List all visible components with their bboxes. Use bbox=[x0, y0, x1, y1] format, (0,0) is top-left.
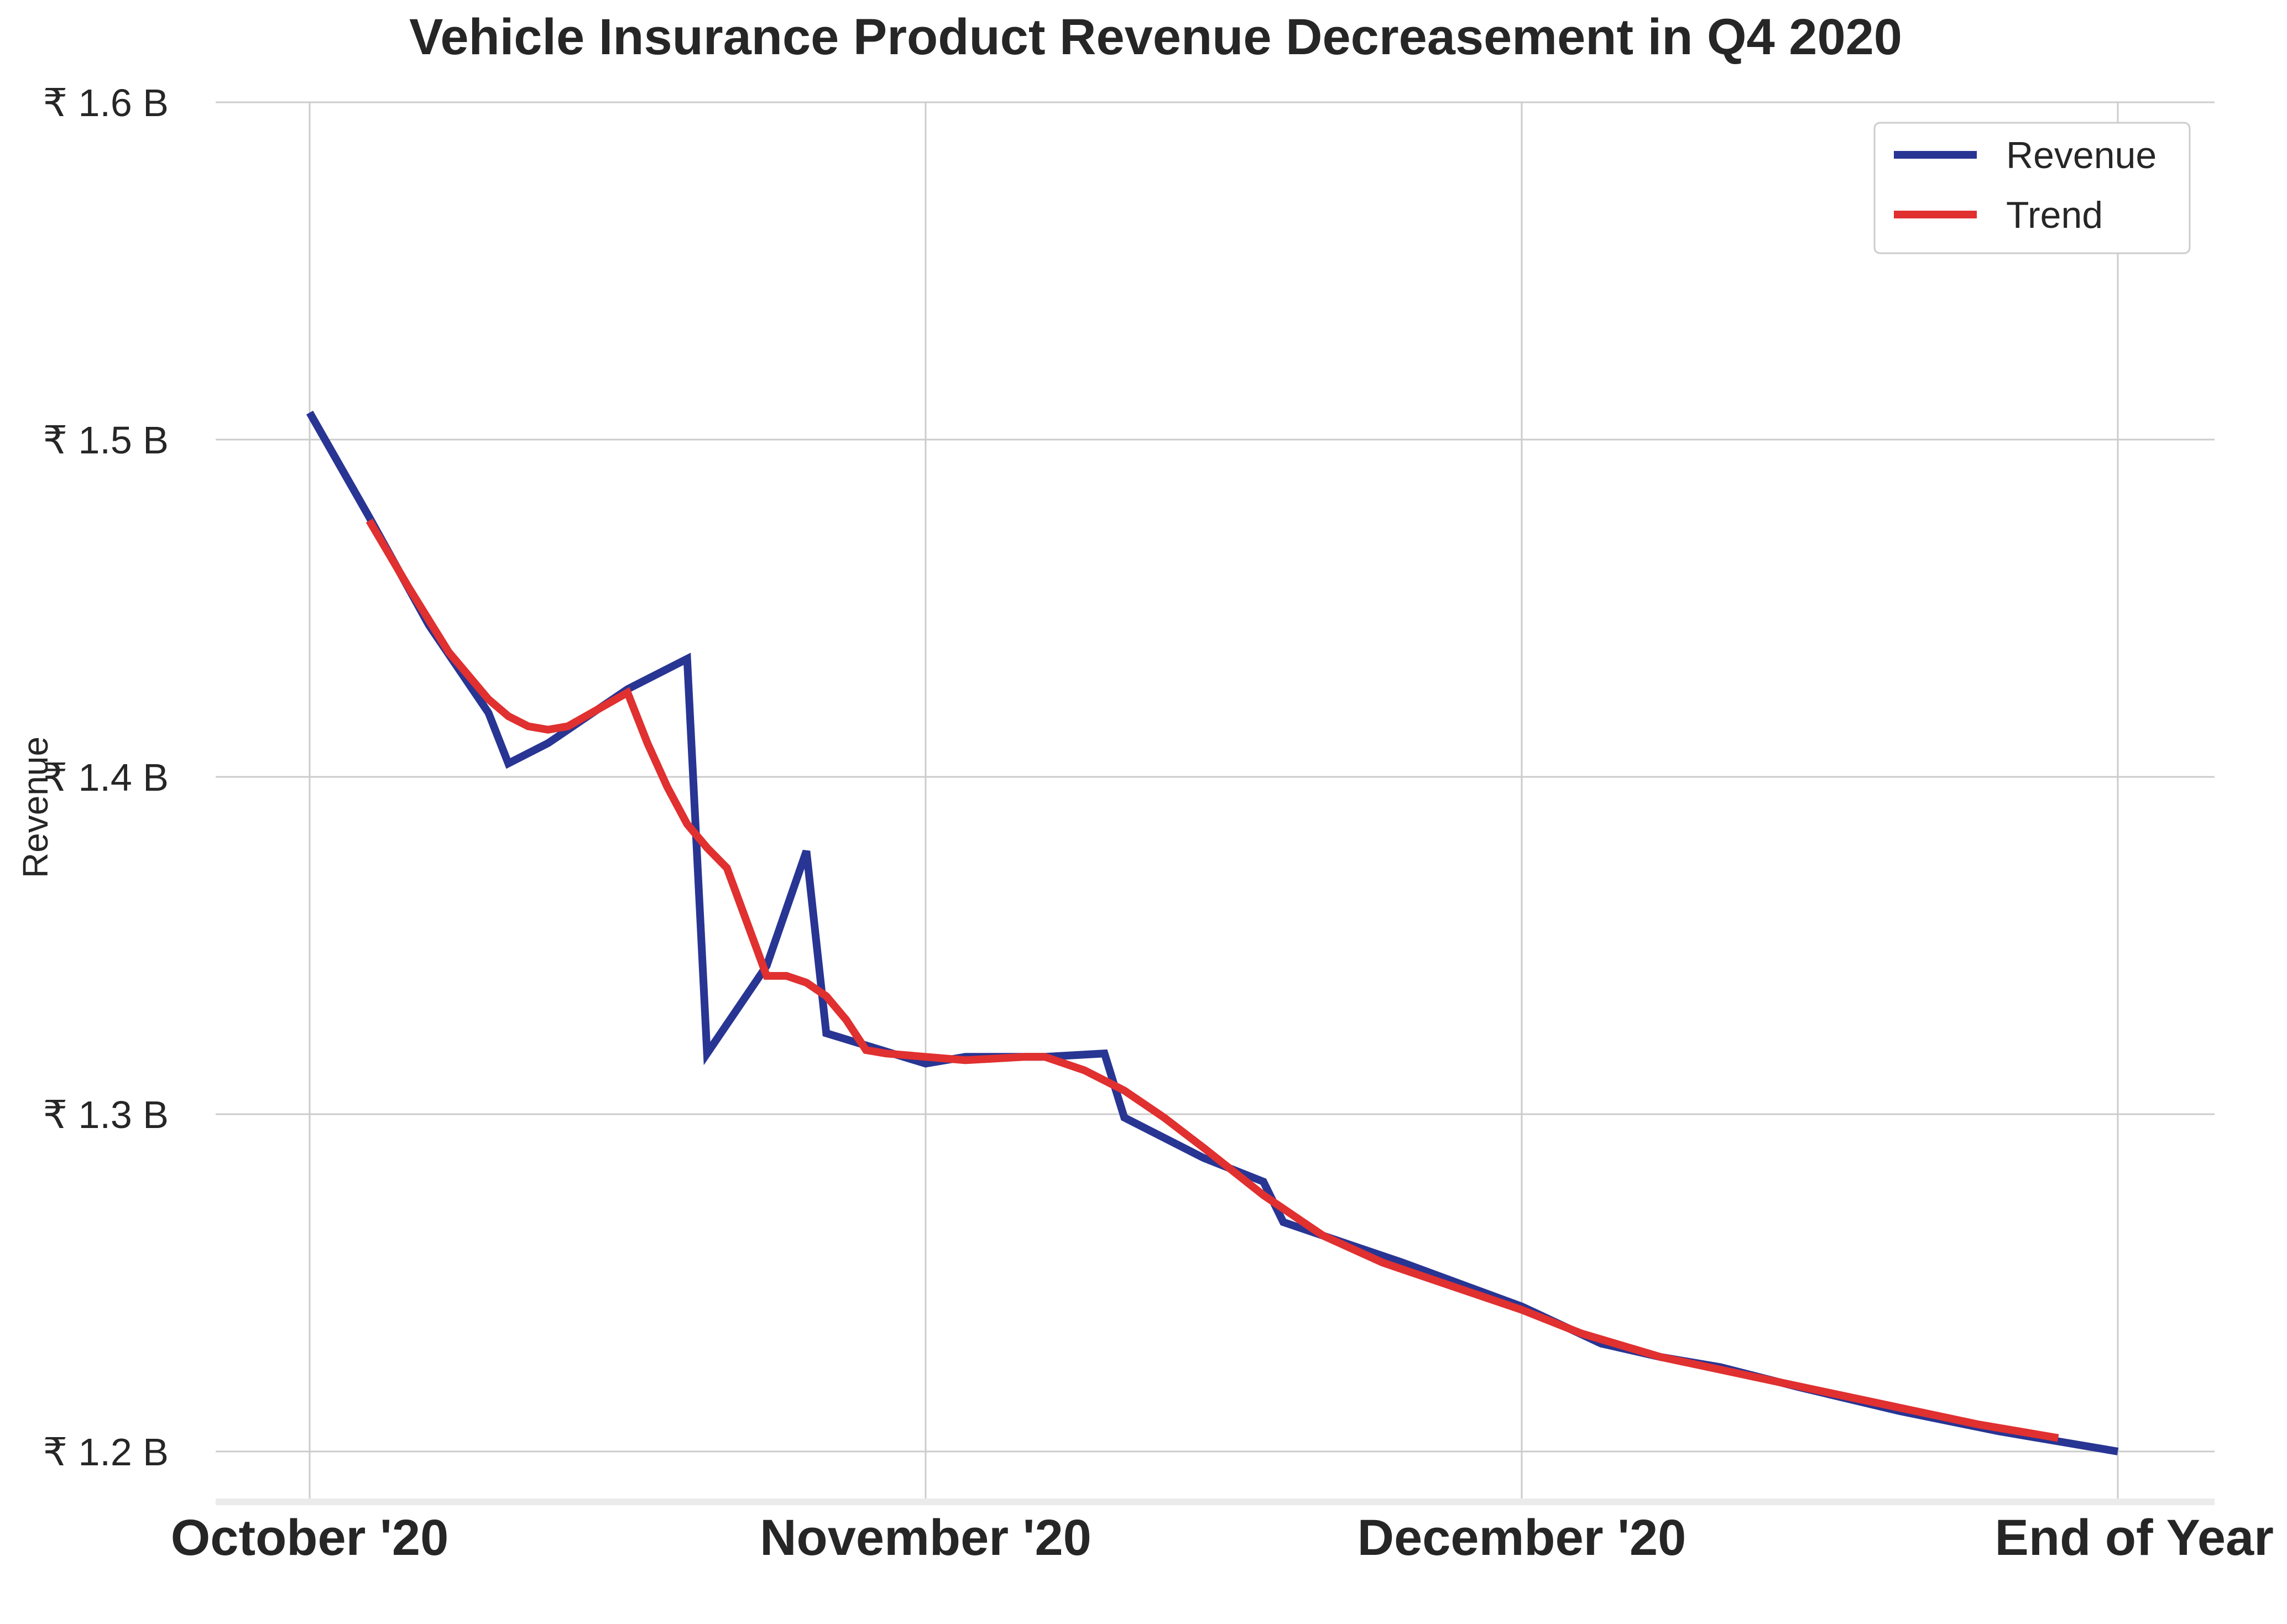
chart-title: Vehicle Insurance Product Revenue Decrea… bbox=[409, 9, 1902, 65]
y-tick-label: ₹ 1.5 B bbox=[43, 419, 169, 462]
x-tick-labels: October '20 November '20 December '20 End o… bbox=[171, 1510, 2274, 1566]
x-tick-label: End of Year bbox=[1995, 1510, 2274, 1566]
legend-label-trend: Trend bbox=[2006, 194, 2103, 236]
series-layer bbox=[306, 410, 2119, 1455]
legend: Revenue Trend bbox=[1873, 122, 2191, 254]
legend-label-revenue: Revenue bbox=[2006, 134, 2157, 176]
series-line-revenue bbox=[306, 410, 2119, 1455]
y-tick-label: ₹ 1.4 B bbox=[43, 756, 169, 799]
y-axis-label: Revenue bbox=[15, 737, 55, 878]
y-tick-label: ₹ 1.6 B bbox=[43, 81, 169, 124]
gridlines bbox=[216, 101, 2215, 1501]
y-tick-label: ₹ 1.3 B bbox=[43, 1093, 169, 1136]
x-axis-line bbox=[216, 1498, 2215, 1505]
y-tick-label: ₹ 1.2 B bbox=[43, 1430, 169, 1474]
series-line-trend bbox=[365, 518, 2059, 1442]
y-tick-labels: ₹ 1.2 B ₹ 1.3 B ₹ 1.4 B ₹ 1.5 B ₹ 1.6 B bbox=[43, 81, 169, 1474]
x-tick-label: November '20 bbox=[760, 1510, 1092, 1566]
x-tick-label: October '20 bbox=[171, 1510, 449, 1566]
x-tick-label: December '20 bbox=[1357, 1510, 1686, 1566]
